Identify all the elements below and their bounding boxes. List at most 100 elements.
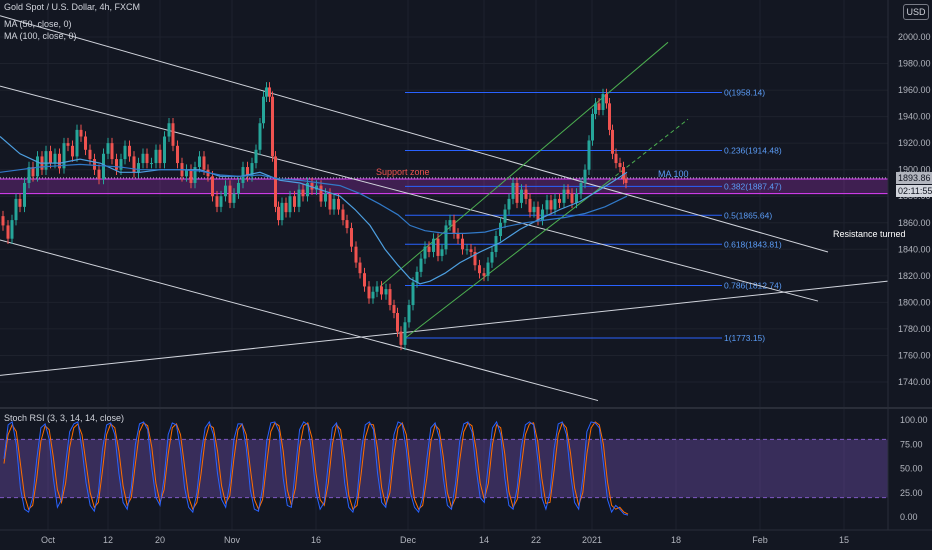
candle-body (310, 182, 314, 190)
candle-body (482, 273, 486, 276)
candle-body (36, 156, 39, 177)
candle-body (27, 167, 31, 183)
candle-body (254, 149, 258, 164)
candle-body (66, 143, 70, 146)
candle-body (228, 185, 232, 203)
candle-body (358, 262, 362, 274)
candle-body (176, 145, 179, 164)
candle-body (215, 196, 219, 207)
candle-body (579, 182, 583, 194)
candle-body (520, 189, 523, 203)
candle-body (10, 220, 14, 239)
x-tick-label: 18 (671, 535, 681, 545)
candle-body (258, 123, 262, 150)
candle-body (145, 153, 149, 164)
candle-body (371, 291, 375, 299)
candle-body (141, 153, 145, 164)
last-price-badge: 1893.86 (896, 172, 932, 184)
candle-body (189, 169, 193, 183)
rsi-y-tick-label: 25.00 (900, 488, 923, 498)
candle-body (241, 167, 245, 183)
candle-body (575, 193, 578, 203)
rsi-y-tick-label: 100.00 (900, 415, 928, 425)
y-tick-label: 1840.00 (898, 244, 931, 254)
y-tick-label: 1920.00 (898, 138, 931, 148)
candle-body (332, 198, 336, 210)
candle-body (403, 322, 407, 345)
candle-body (79, 129, 83, 137)
candle-body (583, 169, 587, 183)
lower-channel-trendline (0, 239, 599, 402)
y-tick-label: 1800.00 (898, 297, 931, 307)
candle-body (265, 87, 268, 97)
ma100-label: MA 100 (658, 169, 689, 179)
ma100-legend[interactable]: MA (100, close, 0) (4, 31, 77, 41)
candle-body (154, 149, 158, 164)
candle-body (601, 94, 605, 110)
candle-body (198, 156, 201, 168)
candle-body (132, 156, 136, 173)
resistance-trendline (0, 15, 829, 253)
candle-body (58, 153, 61, 169)
x-tick-label: Oct (41, 535, 56, 545)
candle-body (88, 149, 92, 160)
candle-body (119, 159, 123, 170)
candle-body (337, 198, 340, 210)
x-tick-label: 20 (155, 535, 165, 545)
candle-body (345, 220, 349, 229)
candle-body (597, 103, 601, 110)
candle-body (624, 178, 628, 183)
candle-body (423, 246, 427, 259)
candle-body (106, 143, 110, 154)
candle-body (456, 233, 460, 239)
candle-body (110, 143, 114, 160)
candle-body (202, 156, 206, 170)
candle-body (461, 238, 464, 250)
candle-body (384, 289, 388, 295)
candle-body (444, 225, 448, 250)
fib-level-label: 0(1958.14) (724, 88, 765, 98)
candle-body (396, 313, 399, 332)
symbol-title[interactable]: Gold Spot / U.S. Dollar, 4h, FXCM (4, 2, 141, 12)
countdown-badge: 02:11:55 (896, 185, 932, 197)
y-tick-label: 1900.00 (898, 165, 931, 175)
stoch-rsi-legend[interactable]: Stoch RSI (3, 3, 14, 14, close) (4, 413, 125, 423)
candle-body (541, 209, 544, 221)
candle-body (465, 249, 469, 251)
candle-body (605, 94, 608, 104)
candle-body (246, 167, 249, 177)
candle-body (427, 246, 431, 252)
candle-body (128, 145, 131, 157)
candle-body (6, 225, 10, 239)
candle-body (53, 153, 57, 164)
fib-level-label: 0.5(1865.64) (724, 210, 772, 220)
candle-body (31, 167, 35, 177)
candle-body (250, 163, 254, 177)
candle-body (280, 202, 284, 221)
candle-body (167, 123, 171, 137)
candle-body (44, 151, 48, 170)
candle-body (432, 238, 435, 252)
candle-body (611, 129, 614, 154)
candle-body (23, 182, 26, 207)
moving-averages (0, 136, 628, 285)
candle-body (558, 198, 561, 203)
candle-body (115, 159, 118, 170)
x-tick-label: Dec (400, 535, 417, 545)
ma50-legend[interactable]: MA (50, close, 0) (4, 19, 72, 29)
upper-channel-trendline (0, 85, 819, 302)
rsi-y-tick-label: 75.00 (900, 439, 923, 449)
candle-body (185, 169, 188, 177)
candle-body (284, 202, 288, 213)
currency-selector[interactable]: USD (903, 4, 929, 20)
candle-body (532, 206, 536, 213)
candle-body (297, 189, 301, 207)
candle-body (224, 185, 227, 197)
rsi-y-tick-label: 50.00 (900, 464, 923, 474)
candle-body (219, 196, 223, 207)
trendlines[interactable] (0, 15, 889, 402)
candle-body (528, 198, 532, 213)
candle-body (137, 163, 140, 173)
candle-body (158, 149, 162, 164)
